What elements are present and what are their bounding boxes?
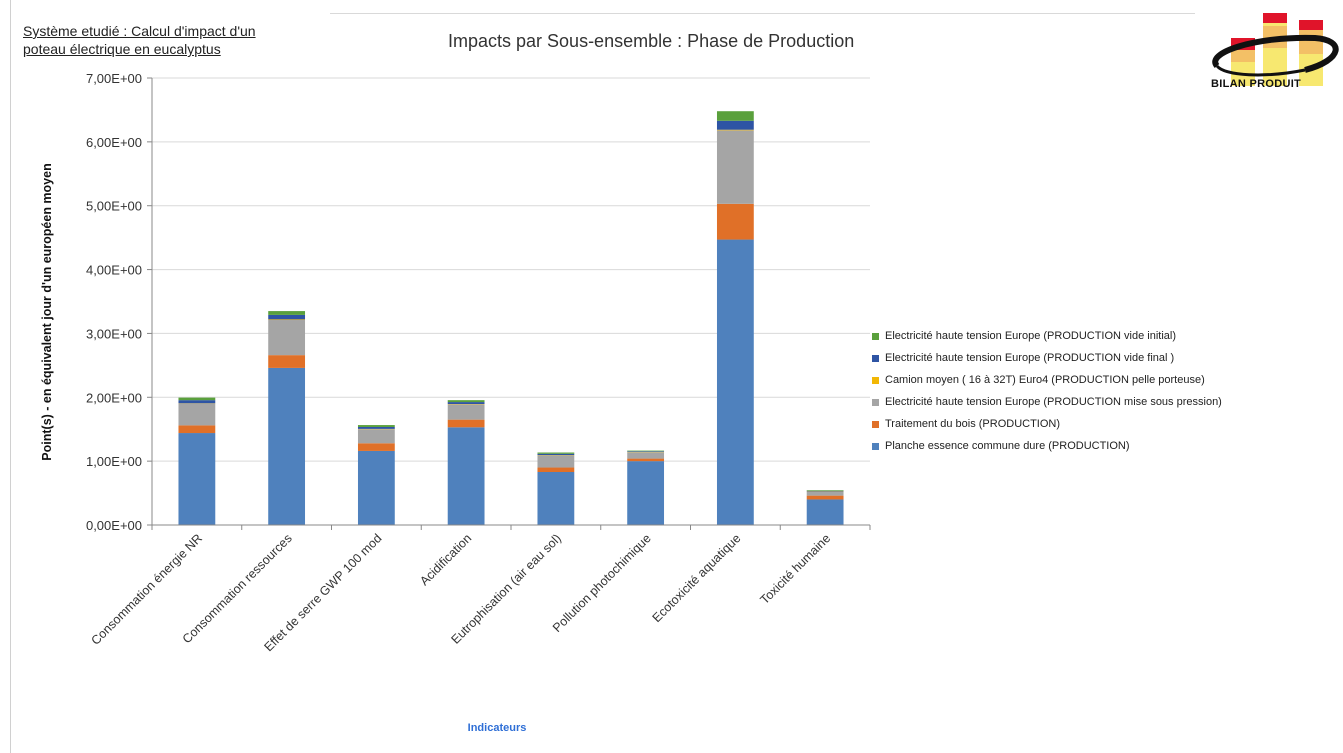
- bar-segment: [627, 461, 665, 525]
- bar-segment: [357, 426, 395, 429]
- legend-label: Electricité haute tension Europe (PRODUC…: [885, 330, 1177, 342]
- bar-segment: [447, 427, 485, 525]
- x-tick-label: Toxicité humaine: [758, 531, 834, 607]
- x-tick-label: Acidification: [417, 531, 474, 588]
- legend-swatch: [872, 354, 879, 362]
- bar-segment: [357, 429, 395, 444]
- bar-segment: [447, 419, 485, 428]
- bar-segment: [716, 130, 754, 204]
- bar-segment: [537, 467, 575, 472]
- bar-segment: [268, 314, 306, 320]
- legend-swatch: [872, 398, 879, 406]
- legend-label: Traitement du bois (PRODUCTION): [885, 418, 1061, 430]
- logo-text: BILAN PRODUIT: [1211, 78, 1302, 90]
- y-tick-label: 0,00E+00: [86, 518, 142, 533]
- bar-segment: [357, 443, 395, 451]
- bar-segment: [716, 129, 754, 131]
- y-tick-label: 2,00E+00: [86, 390, 142, 405]
- bar-segment: [806, 491, 844, 496]
- system-title: Système etudié : Calcul d'impact d'un po…: [23, 22, 256, 58]
- legend-label: Electricité haute tension Europe (PRODUC…: [885, 396, 1222, 408]
- bars: [178, 111, 844, 525]
- y-tick-label: 4,00E+00: [86, 263, 142, 278]
- bar-segment: [806, 490, 844, 491]
- bar-segment: [716, 203, 754, 240]
- legend: Electricité haute tension Europe (PRODUC…: [872, 325, 1222, 457]
- system-title-line-1: Système etudié : Calcul d'impact d'un: [23, 23, 256, 39]
- legend-swatch: [872, 442, 879, 450]
- bar-chart-logo-icon: [1212, 13, 1339, 86]
- bar-segment: [268, 311, 306, 315]
- legend-item: Electricité haute tension Europe (PRODUC…: [872, 325, 1222, 347]
- bar-segment: [537, 452, 575, 454]
- page-frame: [10, 0, 1341, 753]
- top-divider: [330, 13, 1195, 14]
- bar-segment: [447, 400, 485, 403]
- legend-item: Camion moyen ( 16 à 32T) Euro4 (PRODUCTI…: [872, 369, 1222, 391]
- bar-segment: [178, 403, 216, 426]
- y-tick-label: 3,00E+00: [86, 326, 142, 341]
- bar-segment: [627, 458, 665, 462]
- bar-segment: [268, 367, 306, 525]
- legend-swatch: [872, 420, 879, 428]
- x-axis-label: Indicateurs: [468, 722, 527, 734]
- bar-segment: [268, 355, 306, 368]
- bar-segment: [178, 433, 216, 525]
- legend-label: Camion moyen ( 16 à 32T) Euro4 (PRODUCTI…: [885, 374, 1205, 386]
- bar-segment: [537, 453, 575, 456]
- bar-segment: [627, 450, 665, 452]
- bar-segment: [806, 495, 844, 500]
- bar-segment: [537, 471, 575, 525]
- y-tick-label: 6,00E+00: [86, 135, 142, 150]
- y-tick-label: 5,00E+00: [86, 199, 142, 214]
- y-tick-label: 1,00E+00: [86, 454, 142, 469]
- bar-segment: [806, 490, 844, 492]
- legend-label: Planche essence commune dure (PRODUCTION…: [885, 440, 1130, 452]
- bar-segment: [178, 425, 216, 434]
- bar-segment: [357, 450, 395, 525]
- legend-item: Electricité haute tension Europe (PRODUC…: [872, 391, 1222, 413]
- bar-segment: [537, 455, 575, 468]
- y-axis-label: Point(s) - en équivalent jour d'un europ…: [40, 163, 54, 460]
- bar-segment: [716, 120, 754, 130]
- x-tick-label: Ecotoxicité aquatique: [650, 531, 744, 625]
- y-tick-label: 7,00E+00: [86, 71, 142, 86]
- x-tick-label: Pollution photochimique: [550, 531, 654, 635]
- legend-item: Electricité haute tension Europe (PRODUC…: [872, 347, 1222, 369]
- chart-title: Impacts par Sous-ensemble : Phase de Pro…: [448, 31, 855, 51]
- legend-item: Planche essence commune dure (PRODUCTION…: [872, 435, 1222, 457]
- bar-segment: [178, 400, 216, 404]
- bar-segment: [357, 425, 395, 427]
- system-title-line-2: poteau électrique en eucalyptus: [23, 41, 221, 57]
- legend-swatch: [872, 376, 879, 384]
- bar-segment: [627, 452, 665, 459]
- bar-segment: [806, 499, 844, 525]
- legend-label: Electricité haute tension Europe (PRODUC…: [885, 352, 1175, 364]
- bar-segment: [447, 404, 485, 420]
- bar-segment: [268, 320, 306, 356]
- bar-segment: [447, 402, 485, 404]
- gridlines: [152, 77, 870, 462]
- legend-item: Traitement du bois (PRODUCTION): [872, 413, 1222, 435]
- bar-segment: [178, 397, 216, 401]
- bar-segment: [627, 451, 665, 452]
- bar-segment: [716, 239, 754, 525]
- bar-segment: [716, 111, 754, 121]
- bar-segment: [268, 319, 306, 321]
- legend-swatch: [872, 332, 879, 340]
